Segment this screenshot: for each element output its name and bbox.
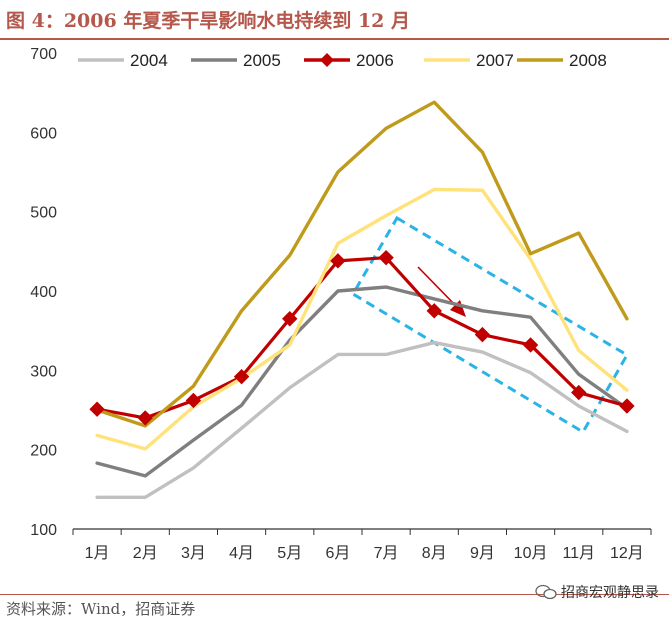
y-tick-label: 100 [30,522,57,539]
x-tick-label: 5月 [277,545,302,562]
series-line-2005 [95,285,629,478]
wechat-icon [535,584,557,600]
trend-arrow [417,266,459,309]
y-tick-label: 500 [30,205,57,222]
watermark-text: 招商宏观静思录 [561,585,659,601]
series-point-2006 [330,253,346,269]
series-point-2006 [378,249,394,266]
series-point-2006 [137,410,153,426]
chart-series [89,100,635,499]
series-point-2006 [89,401,105,417]
y-tick-label: 300 [30,363,57,380]
x-tick-label: 7月 [374,545,399,562]
y-tick-label: 400 [30,284,57,301]
series-point-2006 [619,398,635,414]
title-divider [0,38,669,40]
legend-label-2004: 2004 [130,51,168,70]
legend-label-2008: 2008 [569,51,607,70]
series-point-2006 [185,392,202,409]
source-note: 资料来源：Wind，招商证券 [6,600,196,618]
line-chart: 1月 2月 3月 4月 5月 6月 7月 8月 9月 10月 11月 12月 100 200 300 400 5… [30,46,652,562]
legend-label-2006: 2006 [356,51,394,70]
x-tick-label: 10月 [514,545,548,562]
x-tick-label: 1月 [85,545,110,562]
series-point-2006 [282,311,298,327]
y-tick-label: 200 [30,443,57,460]
source-divider [0,594,669,595]
x-tick-label: 8月 [422,545,447,562]
legend-label-2005: 2005 [243,51,281,70]
series-line-2008 [95,100,629,428]
x-tick-label: 4月 [229,545,254,562]
chart-annotations [350,215,630,435]
series-point-2006 [233,368,250,385]
x-tick-label: 3月 [181,545,206,562]
x-tick-label: 11月 [562,545,595,562]
x-tick-label: 12月 [610,545,644,562]
chart-legend: 2004 2005 2006 2007 2008 [78,51,607,70]
highlight-box [350,215,630,435]
series-line-2006 [95,256,629,420]
series-line-2007 [95,187,629,451]
x-tick-label: 2月 [133,545,158,562]
y-tick-label: 600 [30,125,57,142]
series-point-2006 [522,337,539,353]
legend-label-2007: 2007 [476,51,514,70]
x-tick-label: 9月 [470,545,495,562]
legend-marker-2006 [320,53,334,67]
series-point-2006 [571,384,587,401]
chart-axes: 1月 2月 3月 4月 5月 6月 7月 8月 9月 10月 11月 12月 100 200 300 400 5… [30,46,652,562]
trend-arrow-head [450,300,466,317]
y-tick-label: 700 [30,46,57,63]
title-bar: 图 4：2006 年夏季干旱影响水电持续到 12 月 [0,0,669,40]
figure-title: 图 4：2006 年夏季干旱影响水电持续到 12 月 [6,10,411,32]
x-tick-label: 6月 [325,545,350,562]
series-point-2006 [474,326,491,343]
series-point-2006 [426,303,442,319]
series-line-2004 [95,340,629,499]
watermark: 招商宏观静思录 [535,582,659,602]
